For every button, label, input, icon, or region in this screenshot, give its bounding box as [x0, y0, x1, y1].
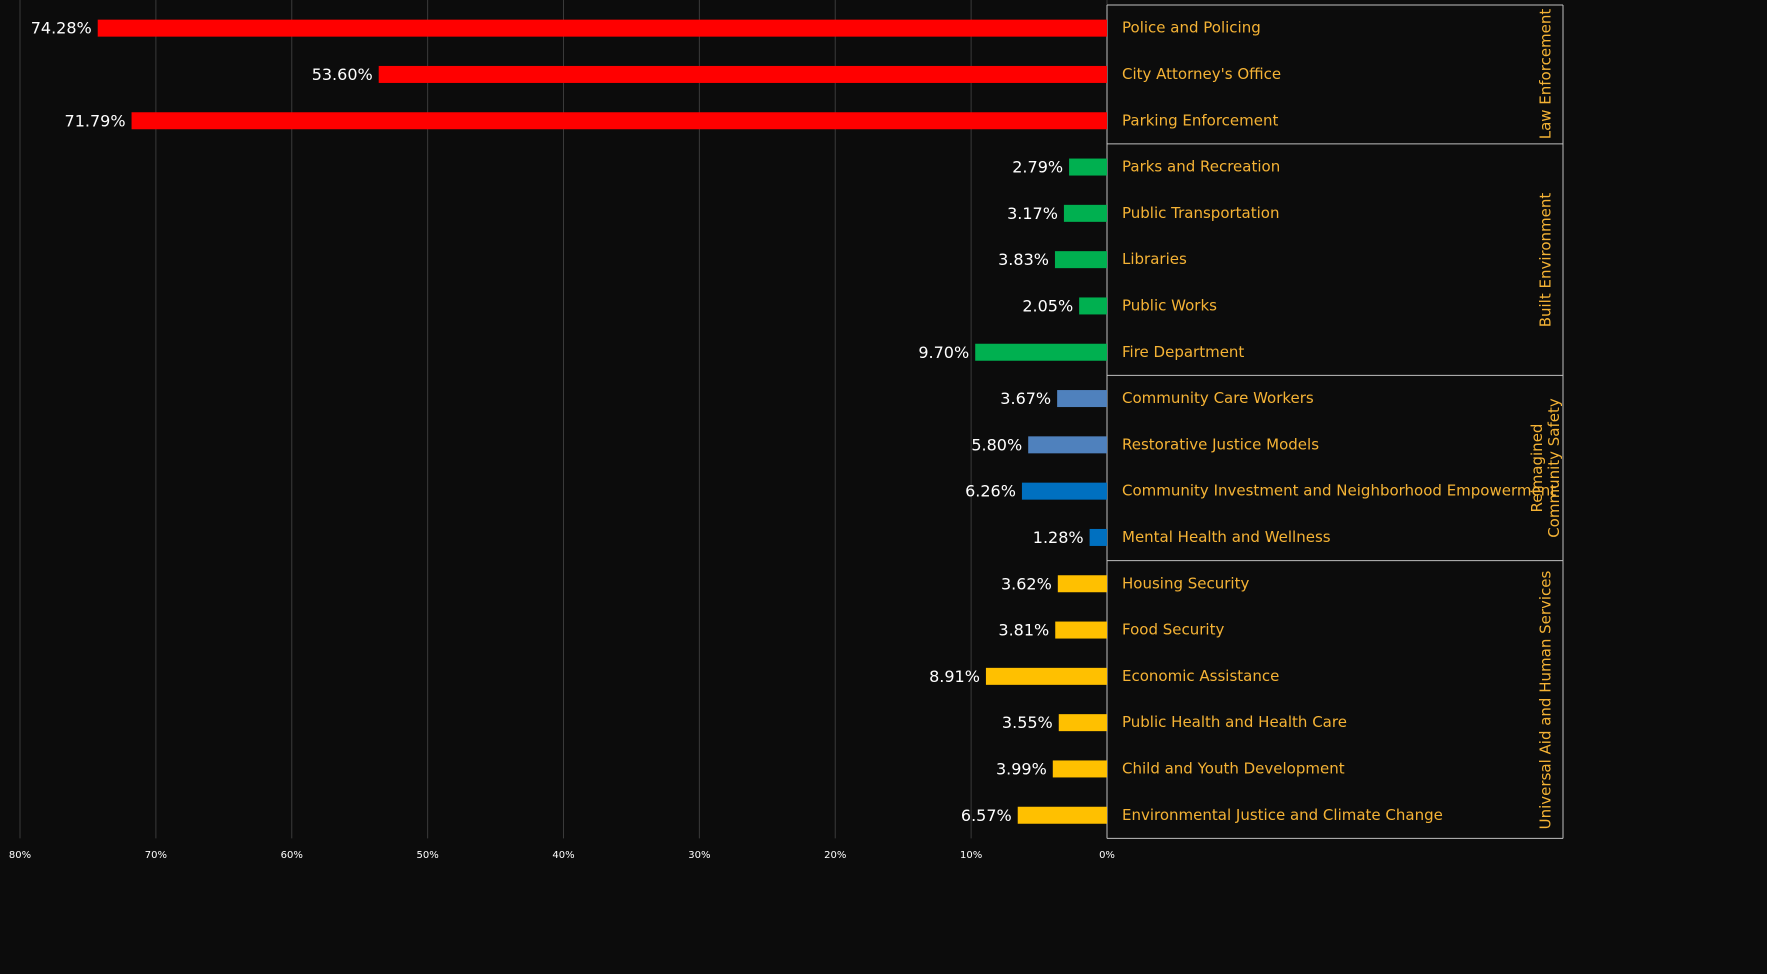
bar: [1089, 528, 1107, 546]
category-label: Restorative Justice Models: [1122, 435, 1319, 453]
bar: [1028, 436, 1107, 454]
category-label: Parking Enforcement: [1122, 111, 1278, 129]
category-label: Public Transportation: [1122, 204, 1279, 222]
value-label: 2.79%: [1012, 158, 1063, 177]
value-label: 3.62%: [1001, 574, 1052, 593]
x-tick-label: 30%: [688, 850, 710, 861]
category-label: City Attorney's Office: [1122, 65, 1281, 83]
value-label: 8.91%: [929, 667, 980, 686]
bar: [1069, 158, 1107, 176]
bar: [1055, 621, 1107, 639]
bar: [1058, 714, 1107, 732]
value-label: 3.67%: [1000, 389, 1051, 408]
bar: [97, 19, 1107, 37]
value-label: 3.99%: [996, 759, 1047, 778]
category-label: Community Investment and Neighborhood Em…: [1122, 482, 1556, 500]
x-tick-label: 40%: [552, 850, 574, 861]
x-tick-label: 80%: [9, 850, 31, 861]
group-label: Law Enforcement: [1536, 9, 1555, 140]
bar: [1052, 760, 1107, 778]
bar: [378, 65, 1108, 83]
bar: [1054, 251, 1107, 269]
category-label: Economic Assistance: [1122, 667, 1279, 685]
bar: [985, 667, 1107, 685]
category-label: Child and Youth Development: [1122, 759, 1345, 777]
category-label: Community Care Workers: [1122, 389, 1314, 407]
value-label: 71.79%: [65, 111, 126, 130]
bar: [1017, 806, 1107, 824]
value-label: 3.17%: [1007, 204, 1058, 223]
bar: [1079, 297, 1107, 315]
value-label: 1.28%: [1033, 528, 1084, 547]
category-label: Libraries: [1122, 250, 1187, 268]
value-label: 5.80%: [971, 435, 1022, 454]
x-tick-label: 0%: [1099, 850, 1115, 861]
x-tick-label: 50%: [417, 850, 439, 861]
x-tick-label: 60%: [281, 850, 303, 861]
x-tick-label: 70%: [145, 850, 167, 861]
group-label: Universal Aid and Human Services: [1536, 570, 1555, 829]
value-label: 2.05%: [1022, 296, 1073, 315]
group-label: Reimagined Community Safety: [1528, 398, 1563, 538]
value-label: 74.28%: [31, 19, 92, 38]
category-label: Environmental Justice and Climate Change: [1122, 806, 1443, 824]
value-label: 3.83%: [998, 250, 1049, 269]
category-label: Public Works: [1122, 296, 1217, 314]
value-label: 6.26%: [965, 482, 1016, 501]
bar: [1057, 390, 1107, 408]
category-label: Police and Policing: [1122, 19, 1261, 37]
category-label: Fire Department: [1122, 343, 1244, 361]
x-tick-label: 20%: [824, 850, 846, 861]
value-label: 53.60%: [312, 65, 373, 84]
bar: [131, 112, 1108, 130]
bar: [1057, 575, 1107, 593]
value-label: 3.55%: [1002, 713, 1053, 732]
value-label: 9.70%: [918, 343, 969, 362]
category-label: Parks and Recreation: [1122, 158, 1280, 176]
group-label: Built Environment: [1536, 192, 1555, 327]
value-label: 3.81%: [998, 621, 1049, 640]
value-label: 6.57%: [961, 806, 1012, 825]
category-label: Public Health and Health Care: [1122, 713, 1347, 731]
category-label: Mental Health and Wellness: [1122, 528, 1331, 546]
bar: [1063, 204, 1107, 222]
bar: [1021, 482, 1107, 500]
category-label: Food Security: [1122, 621, 1224, 639]
category-label: Housing Security: [1122, 574, 1249, 592]
x-tick-label: 10%: [960, 850, 982, 861]
bar: [975, 343, 1107, 361]
